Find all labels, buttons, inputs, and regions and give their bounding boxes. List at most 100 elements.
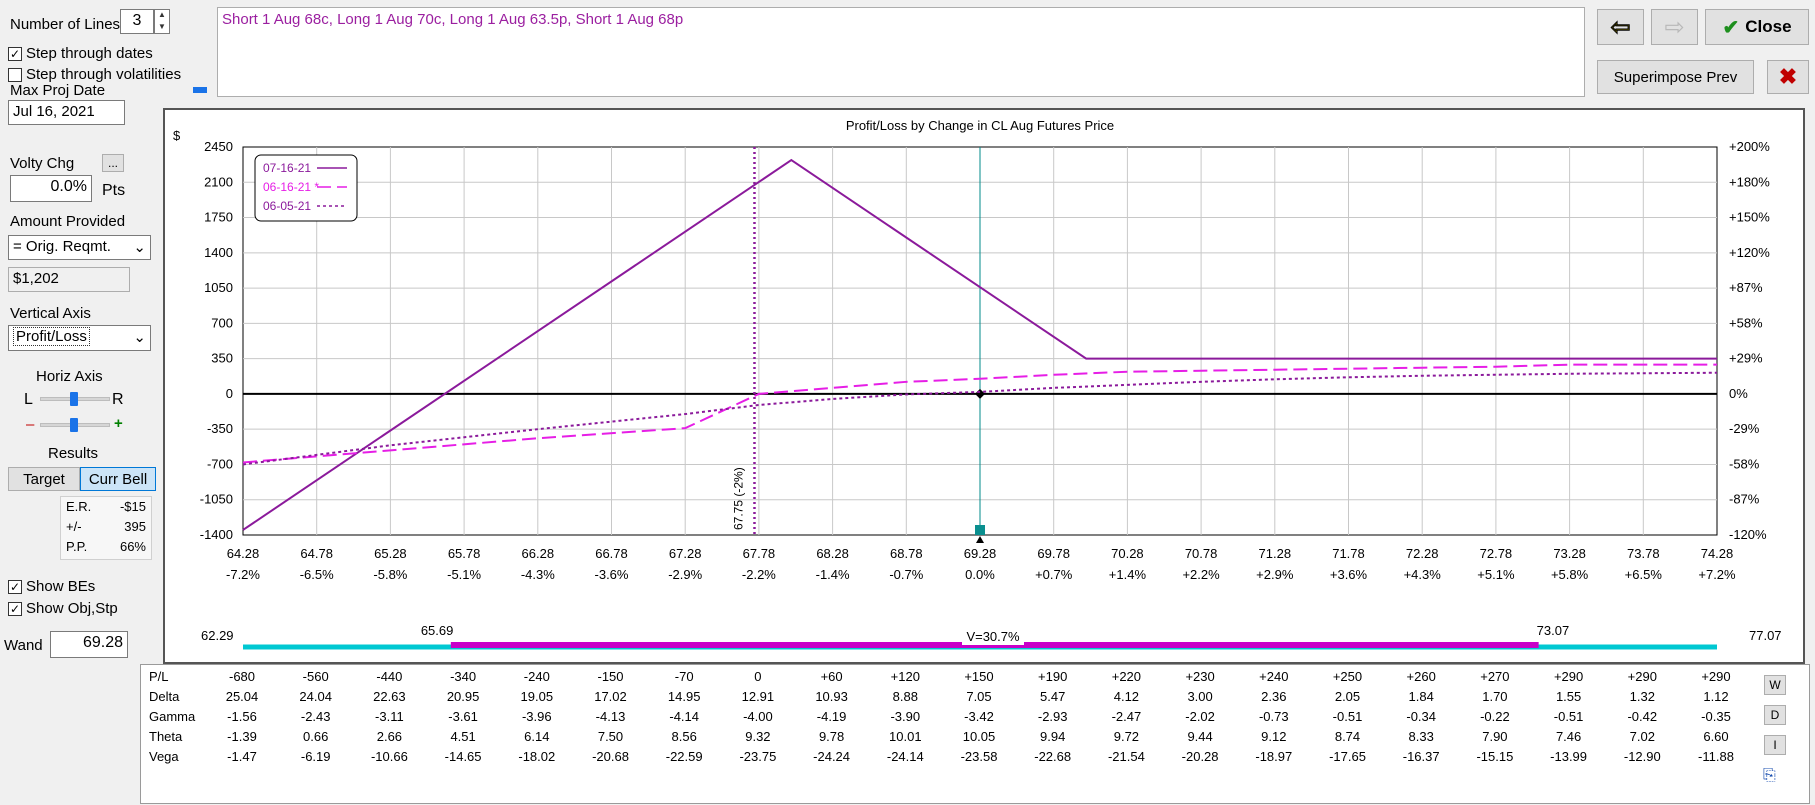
greeks-cell: -22.59 <box>665 749 703 764</box>
volty-chg-more-button[interactable]: ... <box>102 154 124 172</box>
spin-up-icon[interactable]: ▲ <box>158 10 166 19</box>
num-lines-input[interactable]: 3 <box>120 9 154 34</box>
greeks-cell: -10.66 <box>370 749 408 764</box>
export-icon[interactable]: ⎘ <box>1763 767 1776 784</box>
x-pct-tick-label: -1.4% <box>816 567 850 582</box>
x-tick-label: 74.28 <box>1701 546 1734 561</box>
volty-chg-input[interactable]: 0.0% <box>10 175 92 202</box>
greeks-cell: 0.66 <box>303 729 329 744</box>
legend-entry-label: 06-16-21 * <box>263 180 319 194</box>
results-box: E.R. -$15 +/- 395 P.P. 66% <box>60 496 152 560</box>
show-obj-checkbox[interactable]: ✓ Show Obj,Stp <box>8 600 118 617</box>
chevron-down-icon[interactable]: ⌄ <box>133 329 146 346</box>
greeks-cell: +120 <box>890 669 920 684</box>
arrow-left-icon[interactable]: ⇦ <box>1610 13 1631 41</box>
results-label: Results <box>48 445 99 462</box>
bell-low-label: 62.29 <box>201 628 234 643</box>
zoom-minus-label: – <box>26 416 35 433</box>
greeks-row-label: P/L <box>149 669 169 684</box>
red-x-icon[interactable]: ✖ <box>1778 64 1798 89</box>
checkbox-checked-icon[interactable]: ✓ <box>8 46 22 61</box>
x-pct-tick-label: -4.3% <box>521 567 555 582</box>
vertical-axis-select[interactable]: Profit/Loss ⌄ <box>8 325 151 351</box>
checkbox-checked-icon[interactable]: ✓ <box>8 579 22 594</box>
greeks-cell: -24.14 <box>886 749 924 764</box>
x-pct-tick-label: 0.0% <box>965 567 995 582</box>
horiz-left-label: L <box>24 391 33 408</box>
greeks-cell: -560 <box>302 669 329 684</box>
position-description[interactable]: Short 1 Aug 68c, Long 1 Aug 70c, Long 1 … <box>217 7 1585 97</box>
greeks-cell: 9.44 <box>1187 729 1213 744</box>
chevron-down-icon[interactable]: ⌄ <box>133 239 146 256</box>
checkmark-icon[interactable]: ✔ <box>1722 16 1740 39</box>
results-pm-row: +/- 395 <box>66 519 146 534</box>
superimpose-prev-button[interactable]: Superimpose Prev <box>1597 60 1754 94</box>
step-dates-checkbox[interactable]: ✓ Step through dates <box>8 45 153 62</box>
greeks-cell: +290 <box>1627 669 1657 684</box>
curr-bell-button[interactable]: Curr Bell <box>80 467 156 491</box>
x-pct-tick-label: +6.5% <box>1625 567 1663 582</box>
greeks-row-gamma: Gamma -1.56 -2.43 -3.11 -3.61 -3.96 -4.13 -4.14… <box>141 709 1731 729</box>
x-tick-label: 67.28 <box>669 546 702 561</box>
spin-down-icon[interactable]: ▼ <box>158 21 166 31</box>
target-button[interactable]: Target <box>8 467 80 491</box>
forward-arrow-button[interactable]: ⇨ <box>1651 9 1698 45</box>
vertical-axis-label: Vertical Axis <box>10 305 91 322</box>
x-pct-tick-label: +2.9% <box>1256 567 1294 582</box>
results-pp-row: P.P. 66% <box>66 539 146 554</box>
greeks-w-button[interactable]: W <box>1764 675 1786 695</box>
greeks-cell: -0.34 <box>1406 709 1436 724</box>
x-pct-tick-label: -0.7% <box>889 567 923 582</box>
cancel-button[interactable]: ✖ <box>1767 60 1809 94</box>
num-lines-label: Number of Lines <box>10 16 121 33</box>
y-pct-tick-label: 0% <box>1729 386 1748 401</box>
arrow-right-icon[interactable]: ⇨ <box>1664 13 1685 41</box>
greeks-cell: 9.32 <box>745 729 771 744</box>
back-arrow-button[interactable]: ⇦ <box>1597 9 1644 45</box>
greeks-cell: -4.00 <box>743 709 773 724</box>
greeks-cell: 14.95 <box>667 689 701 704</box>
x-tick-label: 70.78 <box>1185 546 1218 561</box>
panel-splitter-handle[interactable] <box>193 87 207 93</box>
x-pct-tick-label: +4.3% <box>1404 567 1442 582</box>
y-pct-tick-label: +87% <box>1729 280 1763 295</box>
greeks-cell: -2.47 <box>1111 709 1142 724</box>
num-lines-spinner[interactable]: ▲ ▼ <box>154 9 170 34</box>
greeks-cell: +230 <box>1185 669 1215 684</box>
checkbox-empty-icon[interactable] <box>8 67 22 82</box>
greeks-cell: 7.05 <box>966 689 992 704</box>
close-button[interactable]: ✔ Close <box>1705 9 1809 45</box>
show-bes-checkbox[interactable]: ✓ Show BEs <box>8 578 96 595</box>
x-pct-tick-label: +7.2% <box>1698 567 1736 582</box>
x-tick-label: 73.28 <box>1553 546 1586 561</box>
max-proj-date-input[interactable]: Jul 16, 2021 <box>8 100 125 125</box>
horiz-axis-slider-thumb[interactable] <box>70 392 78 406</box>
greeks-cell: -4.13 <box>595 709 626 724</box>
zoom-slider-thumb[interactable] <box>70 418 78 432</box>
greeks-row-label: Gamma <box>149 709 196 724</box>
y-tick-label: -350 <box>207 421 233 436</box>
legend-entry-label: 06-05-21 <box>263 199 311 213</box>
amount-provided-select[interactable]: = Orig. Reqmt. ⌄ <box>8 235 151 260</box>
wand-input[interactable]: 69.28 <box>50 631 128 658</box>
chart-canvas[interactable]: Profit/Loss by Change in CL Aug Futures … <box>165 110 1803 662</box>
step-vols-checkbox[interactable]: Step through volatilities <box>8 66 181 83</box>
greeks-cell: -23.75 <box>739 749 777 764</box>
greeks-row-label: Vega <box>149 749 179 764</box>
profit-loss-chart[interactable]: Profit/Loss by Change in CL Aug Futures … <box>163 108 1805 664</box>
greeks-cell: 9.78 <box>818 729 845 744</box>
greeks-cell: 9.12 <box>1261 729 1287 744</box>
greeks-i-button[interactable]: I <box>1764 735 1786 755</box>
greeks-cell: -0.22 <box>1480 709 1510 724</box>
checkbox-checked-icon[interactable]: ✓ <box>8 601 22 616</box>
greeks-cell: -21.54 <box>1107 749 1145 764</box>
x-tick-label: 64.28 <box>227 546 260 561</box>
greeks-cell: -11.88 <box>1698 749 1734 764</box>
greeks-cell: 7.90 <box>1482 729 1508 744</box>
y-tick-label: 1750 <box>204 210 233 225</box>
greeks-cell: -2.93 <box>1037 709 1068 724</box>
greeks-cell: 8.88 <box>892 689 918 704</box>
y-pct-tick-label: -87% <box>1729 492 1760 507</box>
greeks-d-button[interactable]: D <box>1764 705 1786 725</box>
greeks-cell: 1.84 <box>1408 689 1434 704</box>
